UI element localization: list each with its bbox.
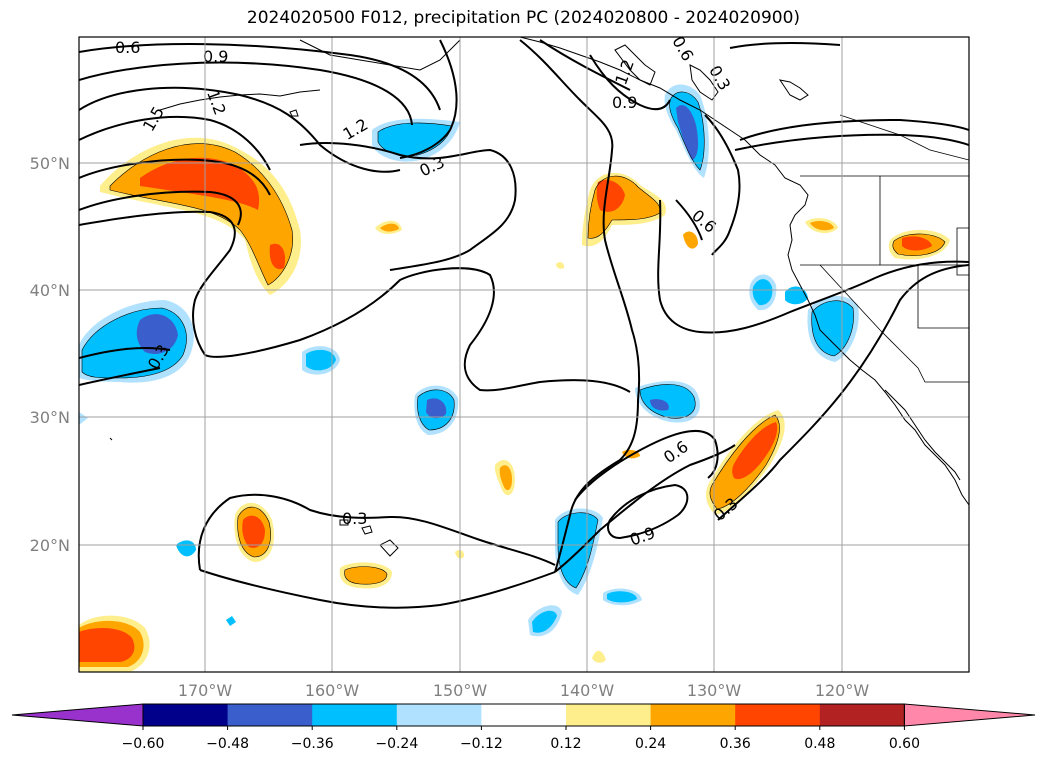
gridlines: [79, 37, 969, 672]
contour-lines: [79, 39, 969, 609]
colorbar-tick-label: 0.48: [804, 736, 835, 752]
colorbar: −0.60 −0.48 −0.36 −0.24 −0.12 0.12 0.24 0.36 0.4…: [11, 703, 1036, 752]
lon-tick-label: 120°W: [815, 681, 870, 700]
colorbar-tick-label: 0.12: [550, 736, 581, 752]
colorbar-tick-label: −0.48: [206, 736, 249, 752]
colorbar-tick-label: −0.24: [375, 736, 418, 752]
map-title: 2024020500 F012, precipitation PC (20240…: [246, 8, 801, 28]
colorbar-segment: [396, 704, 482, 726]
lon-tick-label: 150°W: [433, 681, 488, 700]
colorbar-segment: [312, 704, 398, 726]
colorbar-segment: [481, 704, 567, 726]
colorbar-segment: [819, 704, 905, 726]
lon-tick-label: 170°W: [178, 681, 233, 700]
colorbar-tick-label: 0.24: [635, 736, 666, 752]
colorbar-segment: [650, 704, 736, 726]
lon-tick-label: 130°W: [687, 681, 742, 700]
colorbar-tick-label: −0.12: [460, 736, 503, 752]
contour-label: 0.3: [342, 509, 367, 528]
coastlines: [109, 37, 969, 557]
lat-tick-label: 40°N: [30, 281, 70, 300]
colorbar-tick-label: −0.60: [122, 736, 165, 752]
colorbar-segment: [566, 704, 652, 726]
lat-tick-label: 20°N: [30, 536, 70, 555]
colorbar-segment: [735, 704, 821, 726]
precip-anomaly-fills: [79, 84, 950, 672]
colorbar-tick-label: −0.36: [291, 736, 334, 752]
colorbar-tick-label: 0.60: [889, 736, 920, 752]
lon-tick-label: 160°W: [305, 681, 360, 700]
colorbar-extend-max: [903, 703, 1036, 727]
colorbar-segment: [143, 704, 229, 726]
latitude-labels: 20°N 30°N 40°N 50°N: [30, 154, 70, 555]
contour-label: 0.9: [203, 47, 228, 66]
lon-tick-label: 140°W: [560, 681, 615, 700]
colorbar-tick-label: 0.36: [720, 736, 751, 752]
contour-label: 0.9: [612, 93, 637, 112]
longitude-labels: 170°W 160°W 150°W 140°W 130°W 120°W: [178, 681, 870, 700]
contour-label: 0.6: [115, 38, 140, 57]
colorbar-extend-min: [11, 703, 144, 727]
lat-tick-label: 50°N: [30, 154, 70, 173]
plot-frame: [78, 36, 970, 673]
lat-tick-label: 30°N: [30, 408, 70, 427]
colorbar-segment: [227, 704, 313, 726]
colorbar-frame: [142, 703, 905, 727]
